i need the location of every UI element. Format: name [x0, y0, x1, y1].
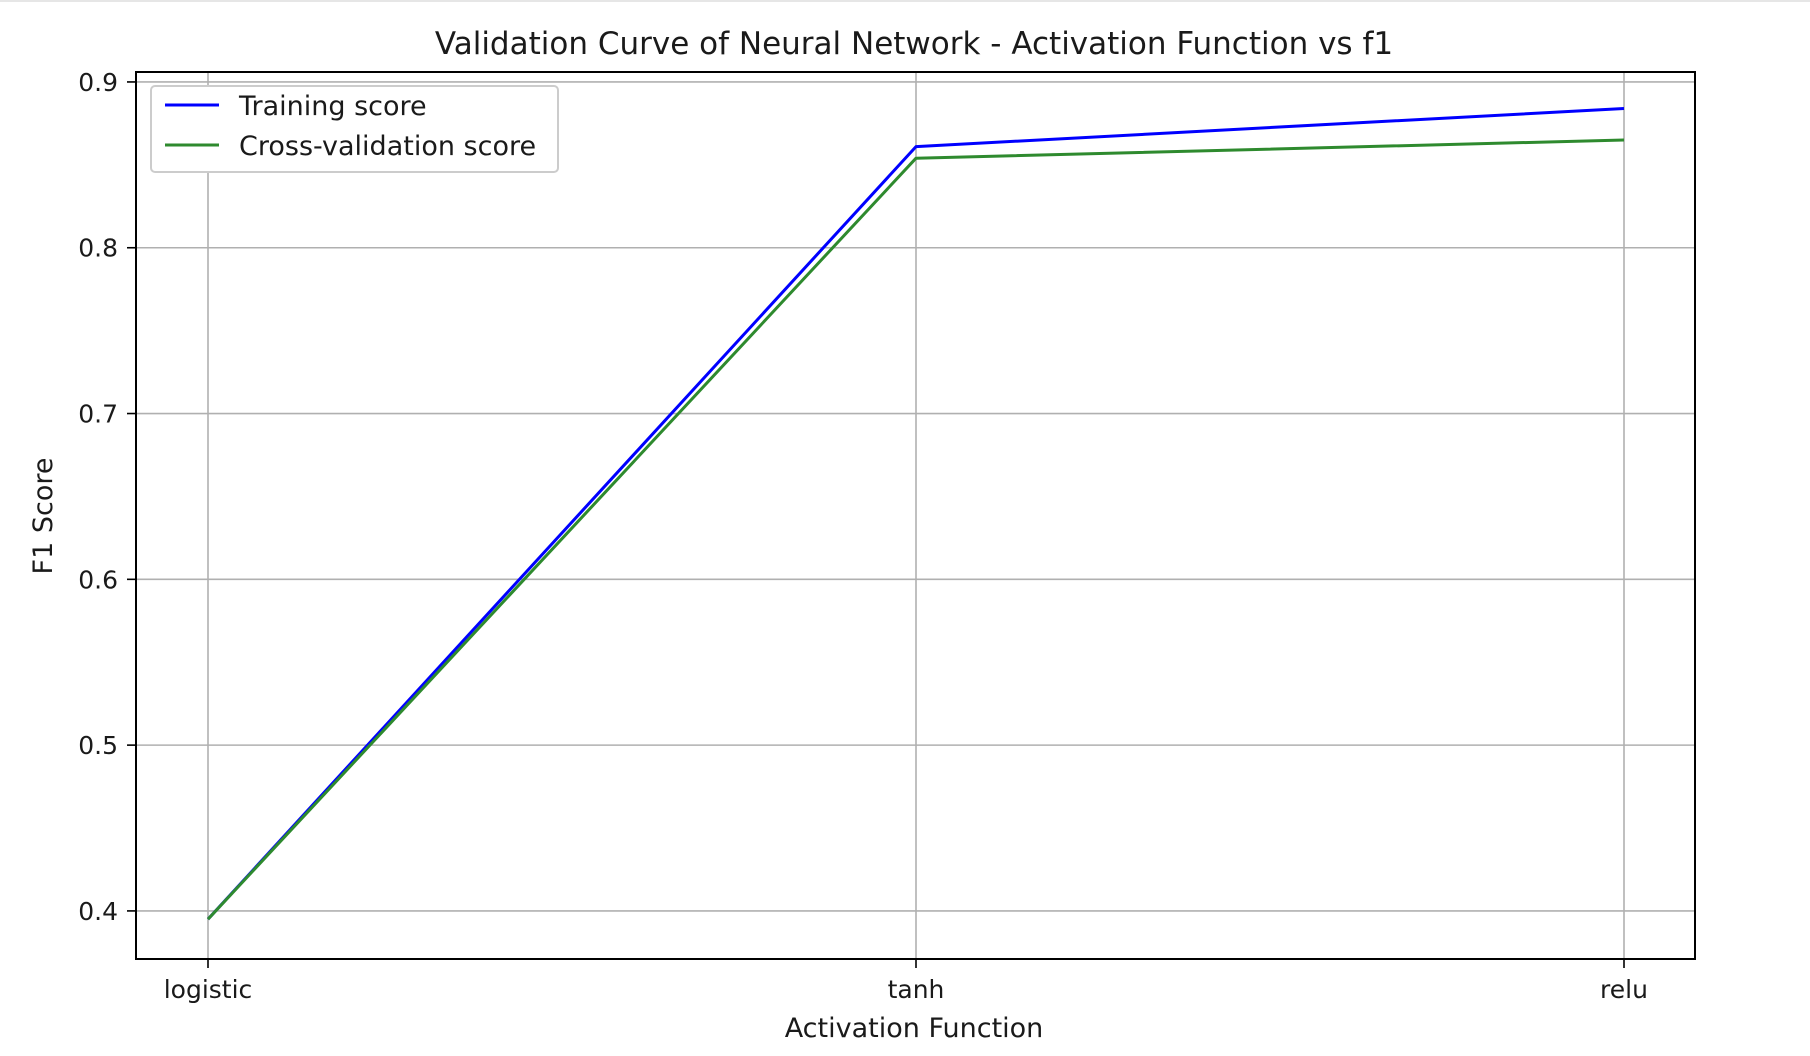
legend-box	[150, 85, 559, 173]
y-tick-label: 0.6	[78, 565, 118, 594]
series-lines	[206, 107, 1625, 921]
legend: Training score Cross-validation score	[150, 85, 559, 173]
cross-validation-score-line	[206, 138, 1625, 921]
x-axis-ticks: logistic tanh relu	[164, 959, 1648, 1004]
x-axis-label: Activation Function	[785, 1013, 1044, 1044]
y-tick-label: 0.9	[78, 68, 118, 97]
legend-cv-label: Cross-validation score	[239, 131, 536, 162]
training-score-line	[206, 107, 1625, 921]
y-axis-ticks: 0.4 0.5 0.6 0.7 0.8 0.9	[78, 68, 136, 926]
chart-title: Validation Curve of Neural Network - Act…	[435, 26, 1393, 62]
grid-layer	[136, 72, 1695, 959]
x-tick-label: tanh	[888, 975, 945, 1004]
y-axis-label: F1 Score	[28, 458, 59, 575]
y-tick-label: 0.4	[78, 897, 118, 926]
x-tick-label: relu	[1600, 975, 1648, 1004]
legend-training-label: Training score	[238, 91, 427, 122]
top-rule	[0, 0, 1810, 2]
y-tick-label: 0.7	[78, 400, 118, 429]
x-tick-label: logistic	[164, 975, 253, 1004]
y-tick-label: 0.8	[78, 234, 118, 263]
y-tick-label: 0.5	[78, 731, 118, 760]
